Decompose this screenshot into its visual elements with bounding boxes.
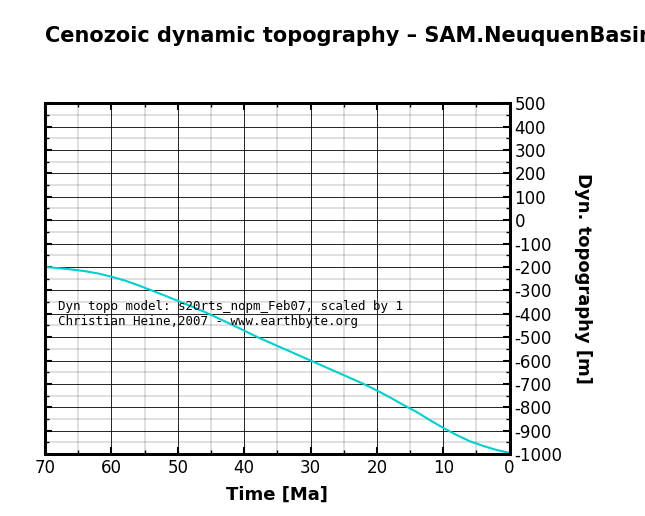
- Y-axis label: Dyn. topography [m]: Dyn. topography [m]: [573, 173, 591, 384]
- X-axis label: Time [Ma]: Time [Ma]: [226, 485, 328, 503]
- Text: Cenozoic dynamic topography – SAM.NeuquenBasin: Cenozoic dynamic topography – SAM.Neuque…: [45, 26, 645, 46]
- Text: Dyn topo model: s20rts_nopm_Feb07, scaled by 1
Christian Heine,2007 - www.earthb: Dyn topo model: s20rts_nopm_Feb07, scale…: [59, 300, 403, 328]
